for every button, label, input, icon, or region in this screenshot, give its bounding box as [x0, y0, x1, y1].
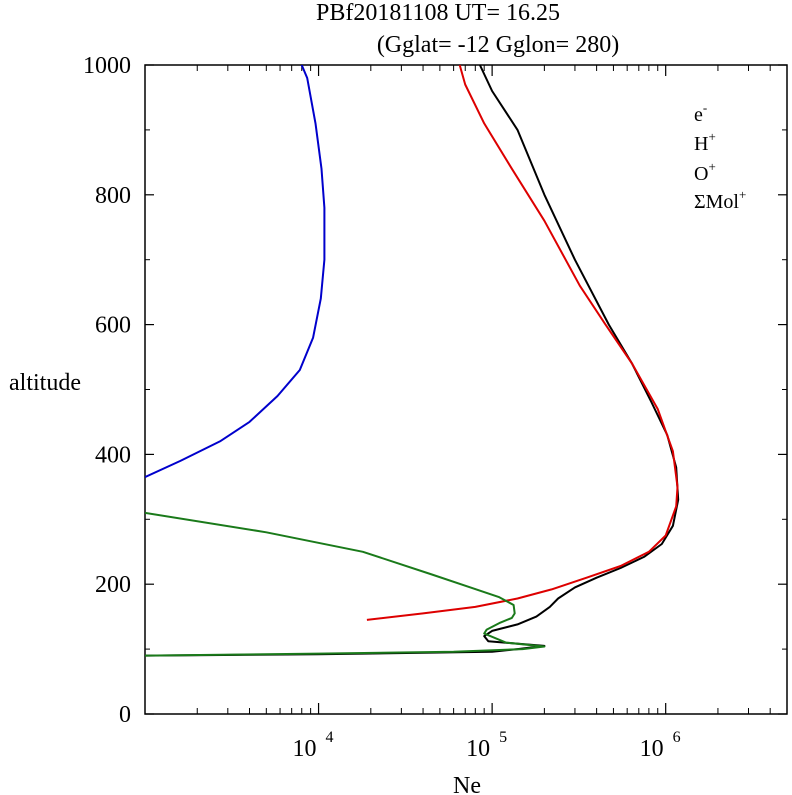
plot-frame — [144, 64, 788, 715]
legend-entry-2: O+ — [694, 159, 716, 185]
x-tick-exponent: 6 — [673, 729, 681, 746]
legend: e- H+ O+ΣMol+ — [694, 100, 746, 213]
series-line-1 — [145, 65, 326, 479]
x-tick-exponent: 5 — [499, 729, 507, 746]
chart-subtitle: (Gglat= -12 Gglon= 280) — [377, 32, 619, 58]
axis-ticks: 0 200 400 600 800 1000 10 4 10 5 10 6 — [83, 53, 788, 762]
legend-entry-0: e- — [694, 100, 707, 126]
series-lines — [145, 65, 680, 657]
series-line-2 — [366, 65, 679, 621]
legend-entry-1: H+ — [694, 129, 716, 155]
x-tick-exponent: 4 — [326, 729, 334, 746]
x-axis-label: Ne — [453, 773, 481, 795]
y-tick-label: 600 — [95, 313, 131, 339]
y-tick-label: 1000 — [83, 53, 131, 79]
x-tick-label: 10 — [293, 736, 317, 762]
y-tick-label: 200 — [95, 572, 131, 598]
legend-entry-3: ΣMol+ — [694, 187, 746, 213]
chart-title: PBf20181108 UT= 16.25 — [316, 0, 560, 26]
y-tick-label: 800 — [95, 183, 131, 209]
x-tick-label: 10 — [640, 736, 664, 762]
y-axis-label: altitude — [9, 370, 81, 396]
y-tick-label: 400 — [95, 442, 131, 468]
series-line-3 — [145, 511, 546, 657]
x-tick-label: 10 — [466, 736, 490, 762]
y-tick-label: 0 — [119, 702, 131, 728]
